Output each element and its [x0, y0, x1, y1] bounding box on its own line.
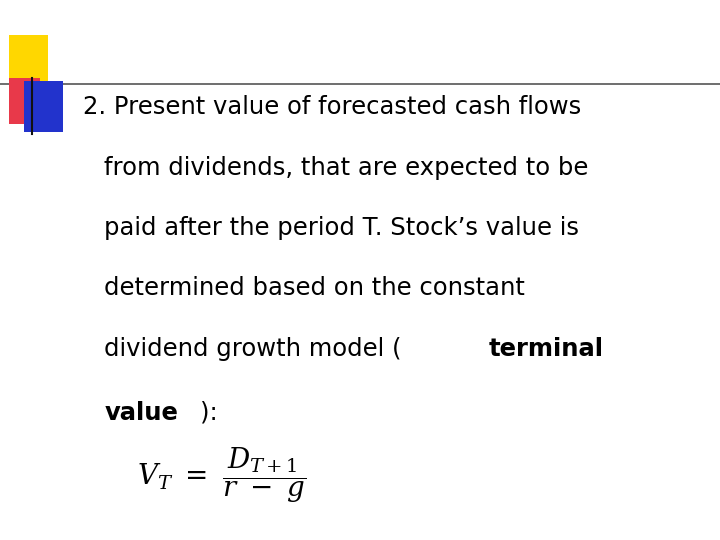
Bar	[9, 35, 48, 84]
Text: terminal: terminal	[488, 337, 603, 361]
Text: from dividends, that are expected to be: from dividends, that are expected to be	[104, 156, 589, 179]
Text: 2. Present value of forecasted cash flows: 2. Present value of forecasted cash flow…	[83, 94, 581, 118]
Text: $\mathit{V}_{\mathit{T}}\ =\ \dfrac{\mathit{D}_{\mathit{T}+1}}{\mathit{r}\ -\ \m: $\mathit{V}_{\mathit{T}}\ =\ \dfrac{\mat…	[137, 446, 306, 505]
Text: dividend growth model (: dividend growth model (	[104, 337, 402, 361]
Text: determined based on the constant: determined based on the constant	[104, 276, 526, 300]
Text: ):: ):	[199, 401, 217, 424]
Bar	[24, 81, 63, 132]
Text: paid after the period T. Stock’s value is: paid after the period T. Stock’s value i…	[104, 216, 580, 240]
Bar	[9, 78, 40, 124]
Text: value: value	[104, 401, 179, 424]
